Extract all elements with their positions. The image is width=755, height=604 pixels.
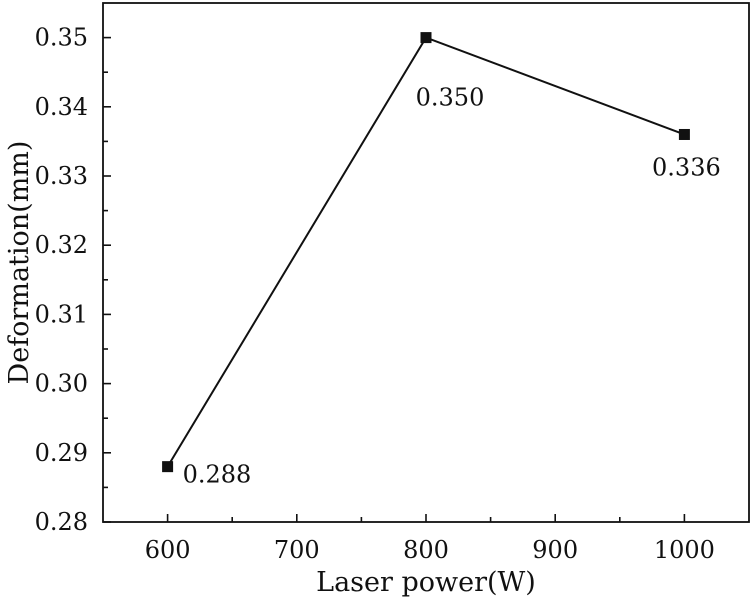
plot-frame [102,2,750,523]
y-tick-label: 0.33 [35,162,88,190]
data-value-label: 0.288 [183,461,252,489]
data-value-label: 0.336 [652,153,721,181]
x-axis-ticks: 600 700 800 900 1000 [145,514,715,564]
x-axis-title: Laser power(W) [316,567,536,598]
series-group: 0.288 0.350 0.336 [162,32,721,489]
plot-frame-group [102,2,750,523]
y-tick-label: 0.32 [35,231,88,259]
x-tick-label: 700 [274,536,320,564]
data-value-label: 0.350 [416,84,485,112]
y-tick-label: 0.31 [35,300,88,328]
y-tick-label: 0.28 [35,508,88,536]
y-tick-label: 0.34 [35,93,88,121]
data-point-marker [420,32,432,44]
data-point-marker [162,461,174,473]
y-tick-label: 0.30 [35,370,88,398]
y-axis-ticks: 0.28 0.29 0.30 0.31 0.32 0.33 0.34 0.35 [35,24,111,536]
x-tick-label: 900 [532,536,578,564]
y-tick-label: 0.29 [35,439,88,467]
y-tick-label: 0.35 [35,24,88,52]
x-tick-label: 600 [145,536,191,564]
x-tick-label: 1000 [654,536,715,564]
data-point-marker [678,128,690,140]
x-tick-label: 800 [403,536,449,564]
y-axis-title: Deformation(mm) [4,141,35,385]
